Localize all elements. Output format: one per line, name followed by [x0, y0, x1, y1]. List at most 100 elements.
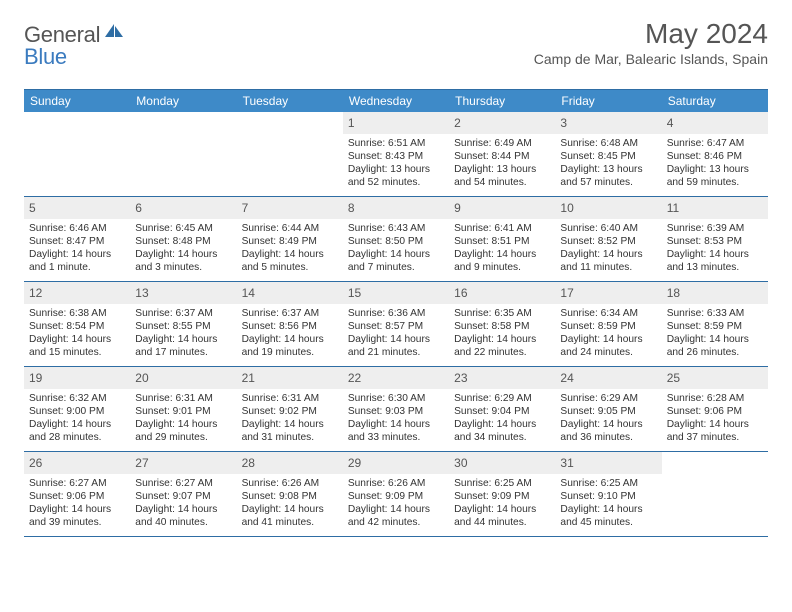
- daylight-line: Daylight: 14 hours and 29 minutes.: [135, 418, 231, 444]
- weekday-header: Friday: [555, 90, 661, 112]
- weekday-header: Saturday: [662, 90, 768, 112]
- day-number-strip: 27: [130, 452, 236, 474]
- daylight-line: Daylight: 14 hours and 17 minutes.: [135, 333, 231, 359]
- day-number: 13: [135, 286, 148, 300]
- day-number-strip: 9: [449, 197, 555, 219]
- calendar-grid: SundayMondayTuesdayWednesdayThursdayFrid…: [24, 89, 768, 537]
- brand-name-part2: Blue: [24, 44, 67, 69]
- day-cell: 23Sunrise: 6:29 AMSunset: 9:04 PMDayligh…: [449, 367, 555, 451]
- day-number: 11: [667, 201, 679, 215]
- sunset-line: Sunset: 8:50 PM: [348, 235, 444, 248]
- week-row: 1 Sunrise: 6:51 AMSunset: 8:43 PMDaylight…: [24, 112, 768, 197]
- day-number: 22: [348, 371, 361, 385]
- weekday-header-row: SundayMondayTuesdayWednesdayThursdayFrid…: [24, 90, 768, 112]
- day-number: 5: [29, 201, 36, 215]
- week-row: 5Sunrise: 6:46 AMSunset: 8:47 PMDaylight…: [24, 197, 768, 282]
- sunrise-line: Sunrise: 6:28 AM: [667, 392, 763, 405]
- daylight-line: Daylight: 14 hours and 36 minutes.: [560, 418, 656, 444]
- daylight-line: Daylight: 14 hours and 21 minutes.: [348, 333, 444, 359]
- sunrise-line: Sunrise: 6:29 AM: [454, 392, 550, 405]
- month-title: May 2024: [534, 18, 768, 50]
- sunrise-line: Sunrise: 6:32 AM: [29, 392, 125, 405]
- day-cell: 3Sunrise: 6:48 AMSunset: 8:45 PMDaylight…: [555, 112, 661, 196]
- weekday-header: Monday: [130, 90, 236, 112]
- sunset-line: Sunset: 9:07 PM: [135, 490, 231, 503]
- daylight-line: Daylight: 13 hours and 52 minutes.: [348, 163, 444, 189]
- weekday-header: Thursday: [449, 90, 555, 112]
- sunrise-line: Sunrise: 6:40 AM: [560, 222, 656, 235]
- day-cell: [237, 112, 343, 196]
- day-number: 28: [242, 456, 255, 470]
- day-number: 26: [29, 456, 42, 470]
- sunrise-line: Sunrise: 6:33 AM: [667, 307, 763, 320]
- weekday-header: Tuesday: [237, 90, 343, 112]
- sunset-line: Sunset: 9:00 PM: [29, 405, 125, 418]
- day-cell: 20Sunrise: 6:31 AMSunset: 9:01 PMDayligh…: [130, 367, 236, 451]
- day-cell: 25Sunrise: 6:28 AMSunset: 9:06 PMDayligh…: [662, 367, 768, 451]
- sunrise-line: Sunrise: 6:51 AM: [348, 137, 444, 150]
- day-number: 30: [454, 456, 467, 470]
- day-number: 24: [560, 371, 573, 385]
- daylight-line: Daylight: 14 hours and 13 minutes.: [667, 248, 763, 274]
- day-number: 29: [348, 456, 361, 470]
- day-number-strip: 22: [343, 367, 449, 389]
- daylight-line: Daylight: 14 hours and 24 minutes.: [560, 333, 656, 359]
- sunset-line: Sunset: 8:54 PM: [29, 320, 125, 333]
- sunrise-line: Sunrise: 6:30 AM: [348, 392, 444, 405]
- daylight-line: Daylight: 14 hours and 42 minutes.: [348, 503, 444, 529]
- sunset-line: Sunset: 9:08 PM: [242, 490, 338, 503]
- week-row: 19Sunrise: 6:32 AMSunset: 9:00 PMDayligh…: [24, 367, 768, 452]
- day-cell: 26Sunrise: 6:27 AMSunset: 9:06 PMDayligh…: [24, 452, 130, 536]
- brand-sail-icon: [103, 22, 125, 45]
- sunrise-line: Sunrise: 6:48 AM: [560, 137, 656, 150]
- week-row: 12Sunrise: 6:38 AMSunset: 8:54 PMDayligh…: [24, 282, 768, 367]
- sunset-line: Sunset: 9:09 PM: [348, 490, 444, 503]
- day-cell: 8Sunrise: 6:43 AMSunset: 8:50 PMDaylight…: [343, 197, 449, 281]
- sunrise-line: Sunrise: 6:46 AM: [29, 222, 125, 235]
- day-cell: 24Sunrise: 6:29 AMSunset: 9:05 PMDayligh…: [555, 367, 661, 451]
- day-number: 15: [348, 286, 361, 300]
- header: General May 2024 Camp de Mar, Balearic I…: [24, 18, 768, 67]
- day-number-strip: 26: [24, 452, 130, 474]
- sunrise-line: Sunrise: 6:27 AM: [135, 477, 231, 490]
- day-number-strip: 10: [555, 197, 661, 219]
- sunset-line: Sunset: 8:51 PM: [454, 235, 550, 248]
- daylight-line: Daylight: 14 hours and 7 minutes.: [348, 248, 444, 274]
- day-number-strip: 1: [343, 112, 449, 134]
- day-cell: 29Sunrise: 6:26 AMSunset: 9:09 PMDayligh…: [343, 452, 449, 536]
- day-number: 21: [242, 371, 255, 385]
- daylight-line: Daylight: 14 hours and 11 minutes.: [560, 248, 656, 274]
- title-block: May 2024 Camp de Mar, Balearic Islands, …: [534, 18, 768, 67]
- sunrise-line: Sunrise: 6:37 AM: [135, 307, 231, 320]
- day-cell: 19Sunrise: 6:32 AMSunset: 9:00 PMDayligh…: [24, 367, 130, 451]
- day-number: 6: [135, 201, 142, 215]
- weekday-header: Sunday: [24, 90, 130, 112]
- daylight-line: Daylight: 14 hours and 33 minutes.: [348, 418, 444, 444]
- daylight-line: Daylight: 14 hours and 9 minutes.: [454, 248, 550, 274]
- sunrise-line: Sunrise: 6:41 AM: [454, 222, 550, 235]
- sunrise-line: Sunrise: 6:26 AM: [242, 477, 338, 490]
- day-number: 2: [454, 116, 461, 130]
- day-number: 10: [560, 201, 573, 215]
- day-number-strip: 6: [130, 197, 236, 219]
- day-cell: 7Sunrise: 6:44 AMSunset: 8:49 PMDaylight…: [237, 197, 343, 281]
- sunset-line: Sunset: 8:53 PM: [667, 235, 763, 248]
- day-cell: 17Sunrise: 6:34 AMSunset: 8:59 PMDayligh…: [555, 282, 661, 366]
- sunset-line: Sunset: 8:43 PM: [348, 150, 444, 163]
- daylight-line: Daylight: 14 hours and 15 minutes.: [29, 333, 125, 359]
- day-number-strip: 29: [343, 452, 449, 474]
- location-subtitle: Camp de Mar, Balearic Islands, Spain: [534, 51, 768, 67]
- sunrise-line: Sunrise: 6:29 AM: [560, 392, 656, 405]
- sunrise-line: Sunrise: 6:39 AM: [667, 222, 763, 235]
- sunset-line: Sunset: 8:46 PM: [667, 150, 763, 163]
- day-number-strip: 23: [449, 367, 555, 389]
- day-number-strip: 5: [24, 197, 130, 219]
- day-number-strip: 8: [343, 197, 449, 219]
- sunset-line: Sunset: 8:56 PM: [242, 320, 338, 333]
- sunset-line: Sunset: 9:01 PM: [135, 405, 231, 418]
- sunset-line: Sunset: 8:48 PM: [135, 235, 231, 248]
- day-number: 12: [29, 286, 42, 300]
- daylight-line: Daylight: 14 hours and 40 minutes.: [135, 503, 231, 529]
- daylight-line: Daylight: 14 hours and 19 minutes.: [242, 333, 338, 359]
- day-number: 16: [454, 286, 467, 300]
